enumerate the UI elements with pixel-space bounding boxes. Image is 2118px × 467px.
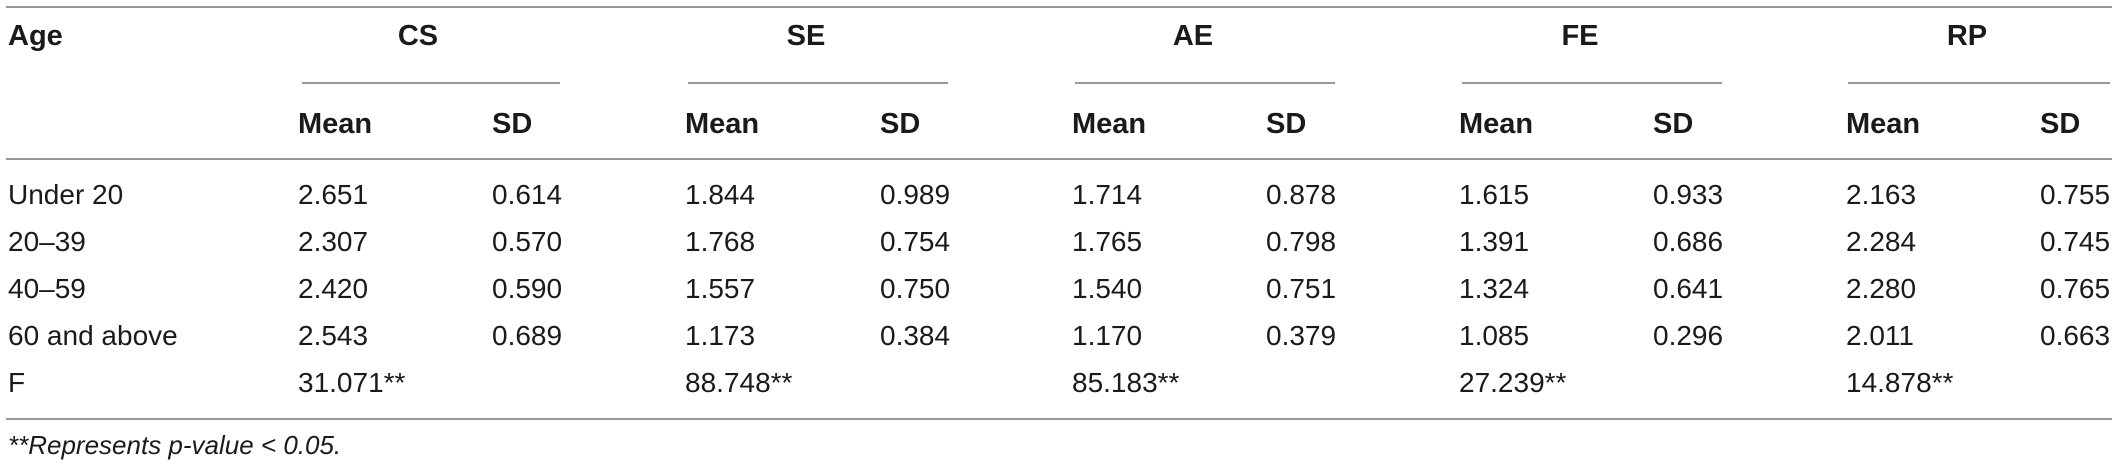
table-cell: 0.570 [492, 226, 563, 257]
table-cell: 88.748** [685, 367, 793, 398]
table-cell: 2.307 [298, 226, 369, 257]
table-cell: 1.765 [1072, 226, 1143, 257]
table-cell: 0.689 [492, 320, 563, 351]
row-label: 20–39 [8, 226, 86, 257]
subheader-mean: Mean [1846, 108, 1921, 140]
table-cell: 1.540 [1072, 273, 1143, 304]
table-cell: 1.170 [1072, 320, 1143, 351]
group-header-cs: CS [397, 20, 439, 52]
group-rule-se [688, 82, 948, 84]
table-cell: 1.615 [1459, 179, 1530, 210]
group-header-fe: FE [1561, 20, 1599, 52]
table-cell: 1.391 [1459, 226, 1530, 257]
row-label: 40–59 [8, 273, 86, 304]
group-rule-cs [302, 82, 560, 84]
table-header-rule [6, 158, 2112, 160]
group-header-rp: RP [1946, 20, 1988, 52]
age-header: Age [8, 20, 63, 52]
group-rule-fe [1462, 82, 1722, 84]
subheader-sd: SD [1653, 108, 1694, 140]
table-cell: 1.768 [685, 226, 756, 257]
row-label: 60 and above [8, 320, 178, 351]
table-cell: 0.765 [2040, 273, 2111, 304]
group-rule-rp [1848, 82, 2110, 84]
table-cell: 1.714 [1072, 179, 1143, 210]
row-label: F [8, 367, 26, 398]
group-rule-ae [1075, 82, 1335, 84]
subheader-sd: SD [1266, 108, 1307, 140]
table-cell: 0.296 [1653, 320, 1724, 351]
table-cell: 0.798 [1266, 226, 1337, 257]
table-cell: 14.878** [1846, 367, 1954, 398]
table-cell: 0.751 [1266, 273, 1337, 304]
table-cell: 0.641 [1653, 273, 1724, 304]
row-label: Under 20 [8, 179, 124, 210]
table-cell: 1.173 [685, 320, 756, 351]
table-cell: 0.590 [492, 273, 563, 304]
table-cell: 2.011 [1846, 320, 1914, 351]
table-cell: 2.651 [298, 179, 369, 210]
table-cell: 0.750 [880, 273, 951, 304]
table-cell: 27.239** [1459, 367, 1567, 398]
table-cell: 0.755 [2040, 179, 2111, 210]
subheader-sd: SD [492, 108, 533, 140]
table-footnote: **Represents p-value < 0.05. [8, 430, 342, 460]
group-header-ae: AE [1172, 20, 1214, 52]
table-cell: 2.280 [1846, 273, 1917, 304]
table-cell: 1.557 [685, 273, 756, 304]
subheader-mean: Mean [1459, 108, 1534, 140]
subheader-sd: SD [880, 108, 921, 140]
table-cell: 0.379 [1266, 320, 1337, 351]
subheader-mean: Mean [685, 108, 760, 140]
table-cell: 2.543 [298, 320, 369, 351]
table-cell: 1.844 [685, 179, 756, 210]
table-cell: 0.989 [880, 179, 951, 210]
subheader-mean: Mean [298, 108, 373, 140]
table-cell: 0.878 [1266, 179, 1337, 210]
group-header-se: SE [786, 20, 826, 52]
table-cell: 0.745 [2040, 226, 2111, 257]
table-cell: 0.933 [1653, 179, 1724, 210]
table-cell: 31.071** [298, 367, 406, 398]
table-cell: 1.085 [1459, 320, 1530, 351]
table-cell: 2.163 [1846, 179, 1917, 210]
table-cell: 0.614 [492, 179, 563, 210]
subheader-sd: SD [2040, 108, 2081, 140]
table-cell: 2.420 [298, 273, 369, 304]
table-cell: 2.284 [1846, 226, 1917, 257]
table-top-rule [6, 6, 2112, 8]
table-cell: 0.686 [1653, 226, 1724, 257]
subheader-mean: Mean [1072, 108, 1147, 140]
table-cell: 1.324 [1459, 273, 1530, 304]
table-cell: 85.183** [1072, 367, 1180, 398]
table-bottom-rule [6, 418, 2112, 420]
table-cell: 0.663 [2040, 320, 2111, 351]
table-cell: 0.754 [880, 226, 951, 257]
table-cell: 0.384 [880, 320, 951, 351]
